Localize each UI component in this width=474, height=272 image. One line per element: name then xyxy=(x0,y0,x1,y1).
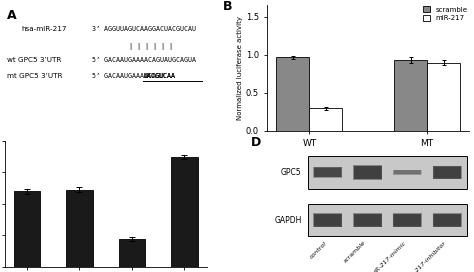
Bar xyxy=(353,213,382,227)
Text: | | | | | |: | | | | | | xyxy=(129,43,173,50)
Bar xyxy=(355,166,381,178)
Text: GPC5: GPC5 xyxy=(281,168,301,177)
Bar xyxy=(435,168,460,177)
Text: B: B xyxy=(223,1,232,13)
Bar xyxy=(313,213,343,227)
Bar xyxy=(315,215,340,225)
Bar xyxy=(355,167,380,178)
Bar xyxy=(395,171,420,174)
Text: miR-217-mimic: miR-217-mimic xyxy=(370,240,408,272)
Bar xyxy=(393,213,422,227)
Bar xyxy=(433,213,462,227)
Text: mt GPC5 3’UTR: mt GPC5 3’UTR xyxy=(7,73,62,79)
Bar xyxy=(171,157,198,267)
Bar xyxy=(314,168,341,177)
Bar xyxy=(394,215,420,225)
Bar xyxy=(313,167,342,178)
Bar xyxy=(353,165,382,180)
Bar xyxy=(354,166,381,179)
Bar xyxy=(315,215,341,225)
Bar xyxy=(353,165,382,180)
Legend: scramble, miR-217: scramble, miR-217 xyxy=(423,7,468,21)
Bar xyxy=(315,168,341,177)
Bar xyxy=(353,165,383,180)
Bar xyxy=(313,166,343,178)
Text: UACGUCAA: UACGUCAA xyxy=(143,73,175,79)
Bar xyxy=(314,214,342,227)
Text: D: D xyxy=(251,136,261,149)
Text: hsa-miR-217: hsa-miR-217 xyxy=(21,26,66,32)
Bar xyxy=(393,213,422,227)
Text: UACGUCAA: UACGUCAA xyxy=(143,73,175,79)
Bar xyxy=(354,214,381,226)
Bar xyxy=(276,57,310,131)
Bar xyxy=(314,167,342,178)
Bar xyxy=(313,167,342,178)
Bar xyxy=(434,167,460,178)
Bar xyxy=(353,213,383,227)
Bar xyxy=(308,156,467,189)
Bar xyxy=(393,214,421,227)
Bar xyxy=(393,170,422,175)
Bar xyxy=(354,214,382,227)
Bar xyxy=(394,214,421,226)
Bar xyxy=(393,170,421,175)
Bar xyxy=(119,239,145,267)
Bar xyxy=(433,166,461,178)
Bar xyxy=(394,171,421,174)
Bar xyxy=(310,108,342,131)
Bar xyxy=(433,166,462,179)
Bar xyxy=(394,170,421,175)
Bar xyxy=(435,215,460,225)
Text: miR-217-inhibitor: miR-217-inhibitor xyxy=(405,240,447,272)
Y-axis label: Normalized luciferase activity: Normalized luciferase activity xyxy=(237,16,243,120)
Bar xyxy=(394,214,421,226)
Bar xyxy=(394,171,420,174)
Text: 5’ GACAAUGAAAACAGU: 5’ GACAAUGAAAACAGU xyxy=(91,73,164,79)
Bar xyxy=(314,168,341,177)
Bar xyxy=(66,190,92,267)
Bar xyxy=(434,167,461,178)
Bar xyxy=(314,214,341,226)
Bar xyxy=(434,214,461,226)
Text: scramble: scramble xyxy=(344,240,367,264)
Bar xyxy=(14,191,40,267)
Text: A: A xyxy=(7,9,17,22)
Bar xyxy=(315,168,340,177)
Bar xyxy=(353,213,382,227)
Text: 5’ GACAAUGAAAACAGUAUGCAGUA: 5’ GACAAUGAAAACAGUAUGCAGUA xyxy=(91,57,196,63)
Bar xyxy=(354,166,382,179)
Bar xyxy=(313,213,342,227)
Bar xyxy=(394,60,427,131)
Bar xyxy=(392,213,422,227)
Bar xyxy=(434,167,461,178)
Bar xyxy=(433,214,461,227)
Bar xyxy=(434,214,461,226)
Text: control: control xyxy=(309,240,328,259)
Bar xyxy=(433,213,462,227)
Text: GAPDH: GAPDH xyxy=(274,216,301,225)
Bar xyxy=(434,215,460,225)
Bar xyxy=(313,213,342,227)
Bar xyxy=(355,215,381,225)
Bar xyxy=(432,165,462,180)
Bar xyxy=(354,214,381,226)
Bar xyxy=(355,215,380,225)
Bar xyxy=(393,170,422,175)
Bar xyxy=(392,170,422,175)
Bar xyxy=(314,214,341,226)
Bar xyxy=(354,166,381,179)
Bar xyxy=(433,166,462,179)
Bar xyxy=(432,213,462,227)
Bar xyxy=(308,204,467,236)
Text: 3’ AGGUUAGUCAAGGACUACGUCAU: 3’ AGGUUAGUCAAGGACUACGUCAU xyxy=(91,26,196,32)
Bar xyxy=(395,215,420,225)
Bar xyxy=(427,63,460,131)
Text: wt GPC5 3’UTR: wt GPC5 3’UTR xyxy=(7,57,61,63)
